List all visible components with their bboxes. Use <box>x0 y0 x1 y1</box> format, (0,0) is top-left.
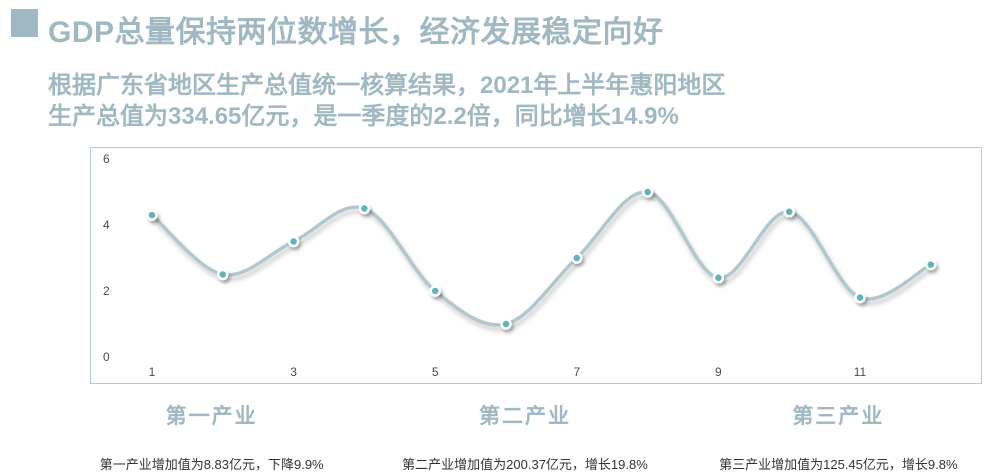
subtitle-line-1: 根据广东省地区生产总值统一核算结果，2021年上半年惠阳地区 <box>48 72 726 99</box>
data-points[interactable] <box>146 186 937 330</box>
data-point[interactable] <box>500 318 512 330</box>
sector-desc-primary: 第一产业增加值为8.83亿元，下降9.9% <box>99 457 324 472</box>
y-axis-tick-label: 0 <box>103 350 110 364</box>
data-point[interactable] <box>712 272 725 284</box>
data-point[interactable] <box>358 202 371 215</box>
y-axis-tick-label: 2 <box>103 284 110 298</box>
x-axis-tick-label: 3 <box>290 365 297 379</box>
gdp-line-chart[interactable]: 0 2 4 6 1 3 5 7 9 11 <box>90 147 982 384</box>
x-axis-tick-label: 1 <box>149 365 156 379</box>
y-axis-ticks: 0 2 4 6 <box>103 152 110 364</box>
sector-desc-tertiary: 第三产业增加值为125.45亿元，增长9.8% <box>719 457 958 472</box>
data-point[interactable] <box>429 285 441 297</box>
sector-summary: 第一产业 第一产业增加值为8.83亿元，下降9.9% 第二产业 第二产业增加值为… <box>55 396 995 473</box>
data-point[interactable] <box>217 268 229 281</box>
sector-column-tertiary: 第三产业 第三产业增加值为125.45亿元，增长9.8% <box>682 396 995 473</box>
y-axis-tick-label: 4 <box>103 218 110 232</box>
data-point[interactable] <box>571 252 583 264</box>
x-axis-tick-label: 11 <box>854 365 867 379</box>
sector-title-tertiary: 第三产业 <box>792 405 885 428</box>
x-axis-tick-label: 5 <box>432 365 439 379</box>
sector-title-secondary: 第二产业 <box>478 405 571 428</box>
x-axis-tick-label: 7 <box>573 365 580 379</box>
x-axis-ticks: 1 3 5 7 9 11 <box>149 365 867 379</box>
data-point[interactable] <box>146 209 158 221</box>
title-bullet-square <box>11 9 38 37</box>
data-point[interactable] <box>854 291 866 304</box>
sector-desc-secondary: 第二产业增加值为200.37亿元，增长19.8% <box>402 457 648 472</box>
subtitle: 根据广东省地区生产总值统一核算结果，2021年上半年惠阳地区 生产总值为334.… <box>48 70 725 132</box>
data-point[interactable] <box>925 258 937 271</box>
sector-column-primary: 第一产业 第一产业增加值为8.83亿元，下降9.9% <box>55 396 368 473</box>
x-axis-tick-label: 9 <box>715 365 722 379</box>
subtitle-line-2: 生产总值为334.65亿元，是一季度的2.2倍，同比增长14.9% <box>48 103 679 130</box>
line-series <box>150 190 933 327</box>
y-axis-tick-label: 6 <box>103 152 110 166</box>
page-title: GDP总量保持两位数增长，经济发展稳定向好 <box>48 16 664 49</box>
sector-title-primary: 第一产业 <box>165 405 258 428</box>
sector-column-secondary: 第二产业 第二产业增加值为200.37亿元，增长19.8% <box>368 396 681 473</box>
data-point[interactable] <box>641 186 654 198</box>
chart-canvas[interactable]: 0 2 4 6 1 3 5 7 9 11 <box>91 148 981 383</box>
data-point[interactable] <box>287 235 300 248</box>
data-point[interactable] <box>783 206 795 218</box>
